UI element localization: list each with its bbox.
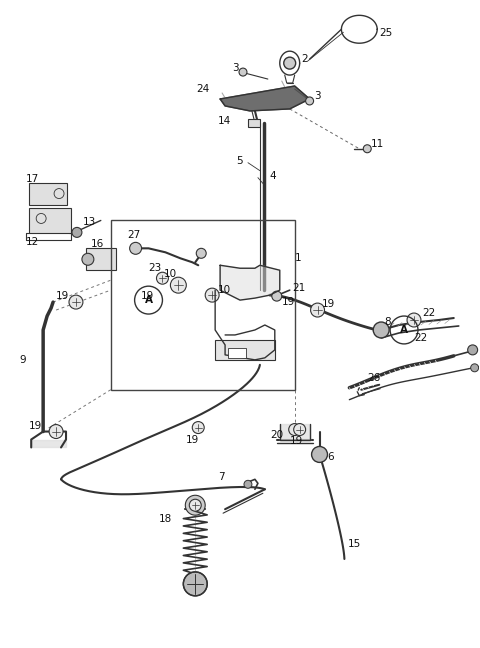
Circle shape <box>468 345 478 355</box>
Text: A: A <box>400 325 408 335</box>
Circle shape <box>471 364 479 372</box>
Text: 2: 2 <box>301 54 308 64</box>
Text: 19: 19 <box>282 297 295 307</box>
Text: 22: 22 <box>414 333 427 343</box>
Polygon shape <box>220 265 280 300</box>
Circle shape <box>72 227 82 237</box>
Bar <box>248 119 260 127</box>
Text: 19: 19 <box>29 421 42 430</box>
Text: 10: 10 <box>218 285 231 295</box>
Text: 14: 14 <box>218 116 231 126</box>
Circle shape <box>363 145 371 153</box>
Text: 16: 16 <box>91 239 104 249</box>
Text: 4: 4 <box>270 170 276 181</box>
Bar <box>29 183 67 205</box>
Circle shape <box>183 572 207 596</box>
Text: 10: 10 <box>164 269 177 279</box>
Polygon shape <box>220 86 310 111</box>
Text: 3: 3 <box>232 63 239 73</box>
Text: 18: 18 <box>158 514 172 524</box>
Text: 3: 3 <box>314 91 321 101</box>
Circle shape <box>130 242 142 254</box>
Text: 1: 1 <box>295 253 301 263</box>
Circle shape <box>205 288 219 302</box>
Circle shape <box>306 97 313 105</box>
Text: 19: 19 <box>322 299 335 309</box>
Text: 5: 5 <box>236 156 243 166</box>
Text: 25: 25 <box>379 29 393 38</box>
Text: 7: 7 <box>218 472 225 482</box>
Circle shape <box>185 495 205 515</box>
Circle shape <box>170 277 186 293</box>
Text: 12: 12 <box>26 237 39 248</box>
Text: 19: 19 <box>185 435 199 445</box>
Text: 13: 13 <box>83 218 96 227</box>
Text: 9: 9 <box>19 355 26 365</box>
Circle shape <box>244 480 252 489</box>
Text: 6: 6 <box>327 452 334 463</box>
Text: 15: 15 <box>348 539 360 549</box>
Circle shape <box>312 446 327 463</box>
Polygon shape <box>31 439 66 448</box>
Circle shape <box>196 248 206 259</box>
Circle shape <box>311 303 324 317</box>
Bar <box>29 209 71 233</box>
Circle shape <box>156 272 168 284</box>
Text: 26: 26 <box>367 373 381 383</box>
Circle shape <box>373 322 389 338</box>
Text: 22: 22 <box>422 308 435 318</box>
Text: 19: 19 <box>56 291 69 301</box>
Polygon shape <box>280 424 310 439</box>
Bar <box>111 220 295 389</box>
Text: 23: 23 <box>148 263 162 273</box>
Circle shape <box>239 68 247 76</box>
Circle shape <box>407 313 421 327</box>
Text: 21: 21 <box>293 283 306 293</box>
Text: 19: 19 <box>290 437 303 446</box>
Circle shape <box>49 424 63 439</box>
Text: A: A <box>144 295 153 305</box>
Bar <box>86 248 116 270</box>
Text: 20: 20 <box>270 430 283 439</box>
Circle shape <box>272 291 282 301</box>
Text: 24: 24 <box>196 84 209 94</box>
Circle shape <box>82 253 94 265</box>
Circle shape <box>189 499 201 511</box>
Bar <box>228 348 246 358</box>
Circle shape <box>284 57 296 69</box>
Text: 17: 17 <box>26 174 39 183</box>
Text: 27: 27 <box>128 231 141 240</box>
Text: 19: 19 <box>141 291 154 301</box>
Bar <box>215 340 275 360</box>
Circle shape <box>69 295 83 309</box>
Circle shape <box>294 424 306 435</box>
Circle shape <box>192 422 204 434</box>
Text: 11: 11 <box>371 139 384 149</box>
Text: 8: 8 <box>384 317 391 327</box>
